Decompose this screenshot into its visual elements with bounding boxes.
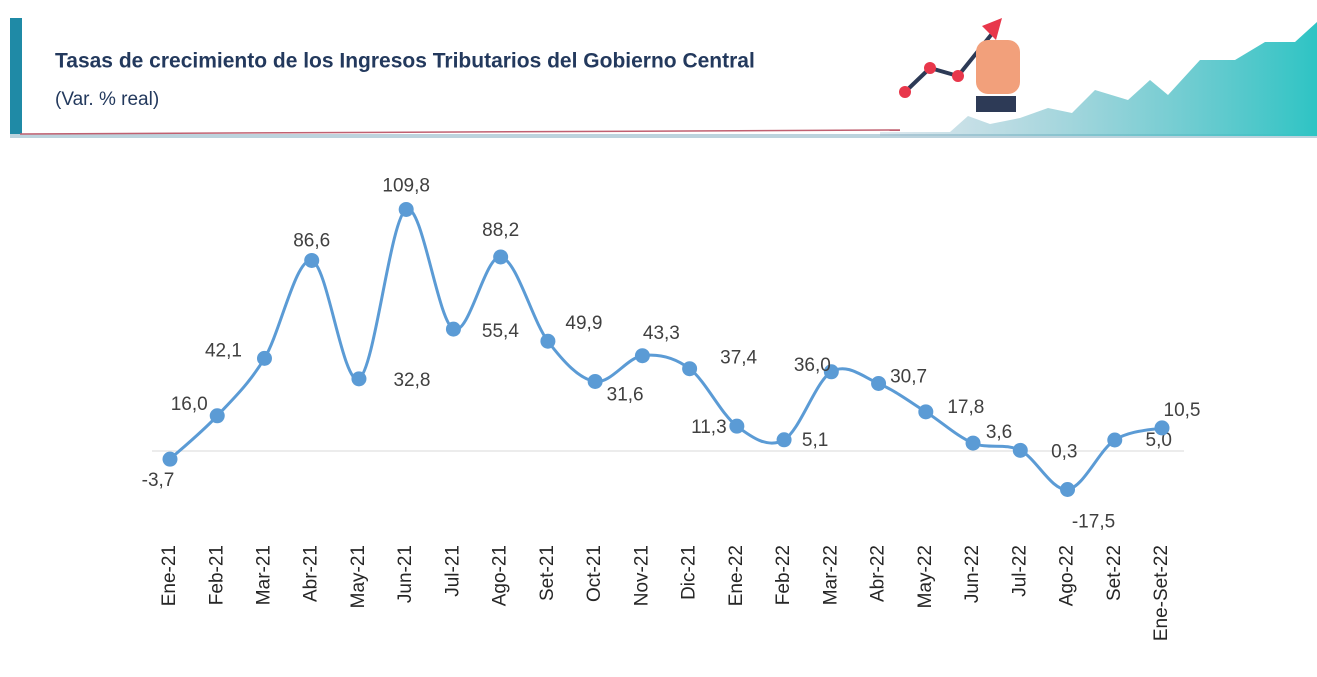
point: [918, 404, 933, 419]
data-label: -3,7: [142, 470, 175, 491]
x-tick-label: Jul-21: [442, 545, 463, 597]
data-label: 5,1: [802, 430, 828, 451]
x-tick-label: Ene-22: [726, 545, 747, 606]
point: [493, 249, 508, 264]
x-tick-label: Abr-21: [301, 545, 322, 602]
data-label: 16,0: [171, 394, 208, 415]
plot: -3,7 16,0 42,1 86,6 32,8 109,8 55,4 88,2 49,9 31,…: [142, 175, 1201, 641]
x-tick-label: Jul-22: [1009, 545, 1030, 597]
header-icon-cuff: [976, 96, 1016, 112]
x-tick-label: Feb-22: [773, 545, 794, 605]
header-icon-dot: [952, 70, 964, 82]
x-tick-label: Dic-21: [679, 545, 700, 600]
point: [871, 376, 886, 391]
page: Tasas de crecimiento de los Ingresos Tri…: [0, 0, 1317, 677]
x-tick-label: Oct-21: [584, 545, 605, 602]
point: [966, 436, 981, 451]
x-tick-label: Mar-21: [253, 545, 274, 605]
point: [588, 374, 603, 389]
data-label: 43,3: [643, 323, 680, 344]
data-label: 36,0: [794, 355, 831, 376]
data-label: 11,3: [691, 417, 727, 438]
point: [729, 419, 744, 434]
data-label: 49,9: [565, 313, 602, 334]
point: [682, 361, 697, 376]
header-bar: [10, 18, 22, 136]
point: [1155, 420, 1170, 435]
point: [257, 351, 272, 366]
chart-subtitle: (Var. % real): [55, 89, 159, 110]
data-label: 86,6: [293, 230, 330, 251]
point: [1060, 482, 1075, 497]
data-label: 31,6: [607, 384, 644, 405]
x-tick-label: May-22: [915, 545, 936, 608]
data-label: 109,8: [382, 175, 430, 196]
header-icon-hand: [976, 40, 1020, 94]
header-decoration: [880, 22, 1317, 136]
point: [635, 348, 650, 363]
data-label: 55,4: [482, 321, 519, 342]
data-label: 3,6: [986, 422, 1012, 443]
x-tick-label: Nov-21: [631, 545, 652, 606]
x-tick-label: Mar-22: [820, 545, 841, 605]
data-label: 0,3: [1051, 441, 1077, 462]
data-label: 10,5: [1164, 400, 1201, 421]
data-label: -17,5: [1072, 512, 1115, 533]
header-icon-dot: [899, 86, 911, 98]
data-label: 17,8: [947, 397, 984, 418]
x-tick-label: Abr-22: [868, 545, 889, 602]
point: [1013, 443, 1028, 458]
point: [446, 322, 461, 337]
data-label: 42,1: [205, 340, 242, 361]
point: [304, 253, 319, 268]
x-tick-label: Set-22: [1104, 545, 1125, 601]
data-label: 88,2: [482, 220, 519, 241]
x-tick-label: Ago-22: [1057, 545, 1078, 606]
x-tick-label: Ene-21: [159, 545, 180, 606]
point: [399, 202, 414, 217]
x-tick-label: Ene-Set-22: [1151, 545, 1172, 641]
point: [777, 432, 792, 447]
header-icon-dot: [924, 62, 936, 74]
x-tick-label: Jun-22: [962, 545, 983, 603]
point: [163, 452, 178, 467]
x-tick-label: Ago-21: [490, 545, 511, 606]
data-label: 32,8: [393, 370, 430, 391]
x-tick-label: Feb-21: [206, 545, 227, 605]
header-accent: [20, 130, 900, 134]
data-label: 30,7: [890, 366, 927, 387]
point: [210, 408, 225, 423]
x-tick-label: Jun-21: [395, 545, 416, 603]
point: [540, 334, 555, 349]
x-tick-label: May-21: [348, 545, 369, 608]
point: [351, 371, 366, 386]
chart-title: Tasas de crecimiento de los Ingresos Tri…: [55, 50, 755, 73]
data-label: 37,4: [720, 348, 757, 369]
x-tick-label: Set-21: [537, 545, 558, 601]
point: [1107, 433, 1122, 448]
